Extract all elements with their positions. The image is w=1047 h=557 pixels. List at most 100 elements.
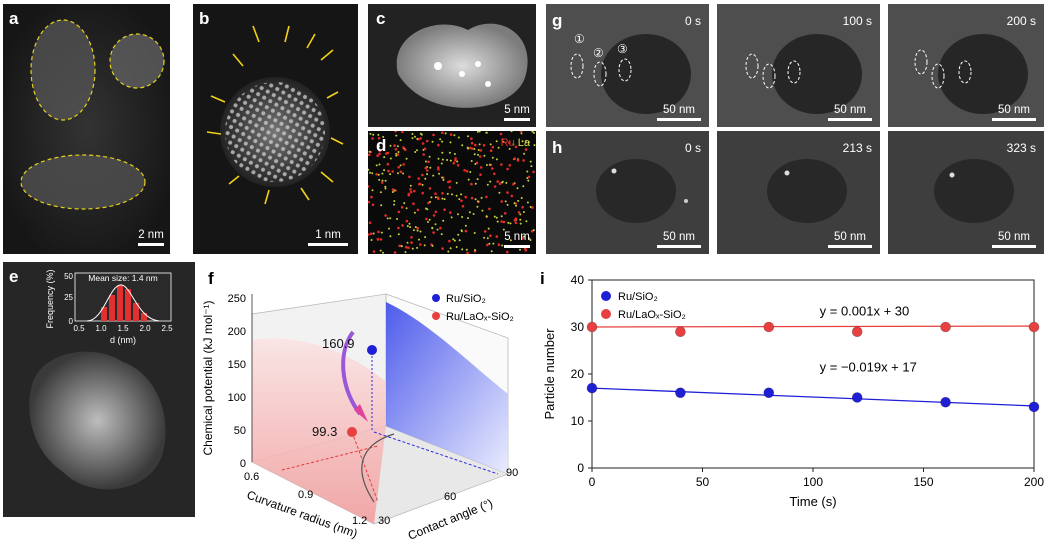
ru-signal-dot: [502, 220, 506, 224]
la-signal-dot: [489, 180, 492, 183]
la-signal-dot: [456, 160, 459, 163]
ru-signal-dot: [404, 245, 408, 249]
la-signal-dot: [449, 247, 452, 250]
ru-signal-dot: [506, 191, 509, 194]
time-label: 0 s: [684, 14, 701, 28]
legend-label: Ru/LaOₓ-SiO₂: [618, 309, 686, 321]
panel-h-frame-3: 323 s 50 nm: [888, 131, 1044, 254]
ru-signal-dot: [482, 144, 486, 147]
ru-signal-dot: [378, 149, 382, 153]
ru-signal-dot: [422, 153, 425, 156]
legend-la: La: [517, 137, 530, 149]
ru-signal-dot: [513, 157, 517, 160]
la-signal-dot: [497, 146, 500, 149]
point-ru-laox: [347, 427, 357, 437]
scale-bar: 5 nm: [504, 230, 530, 248]
panel-e-aggregate: [29, 351, 166, 490]
tick-label: 1.5: [117, 324, 129, 333]
arrow-markers: [206, 25, 344, 205]
ru-signal-dot: [527, 175, 531, 179]
la-signal-dot: [504, 200, 507, 203]
ru-signal-dot: [456, 164, 460, 167]
ru-signal-dot: [508, 164, 512, 167]
scale-label: 5 nm: [504, 230, 530, 243]
la-signal-dot: [402, 172, 405, 175]
la-signal-dot: [424, 236, 427, 239]
la-signal-dot: [368, 168, 370, 171]
ru-signal-dot: [423, 147, 427, 151]
ru-signal-dot: [393, 251, 397, 254]
ru-signal-dot: [434, 192, 437, 195]
la-signal-dot: [442, 219, 445, 222]
la-signal-dot: [486, 237, 489, 240]
la-signal-dot: [440, 233, 443, 236]
la-signal-dot: [389, 173, 392, 176]
la-signal-dot: [424, 177, 427, 180]
la-signal-dot: [389, 144, 392, 147]
la-signal-dot: [399, 139, 402, 142]
panel-c-particle: [396, 23, 528, 108]
elemental-map: [368, 131, 536, 254]
panel-c-image: c 5 nm: [368, 4, 536, 127]
la-signal-dot: [431, 244, 434, 247]
ru-signal-dot: [376, 237, 380, 241]
la-signal-dot: [416, 246, 419, 249]
la-signal-dot: [441, 197, 444, 200]
la-signal-dot: [409, 184, 412, 187]
la-signal-dot: [520, 132, 523, 135]
la-signal-dot: [529, 206, 532, 208]
la-signal-dot: [426, 208, 429, 211]
ru-signal-dot: [409, 188, 412, 191]
la-signal-dot: [533, 131, 535, 134]
la-signal-dot: [383, 156, 386, 159]
legend-ru: Ru: [500, 137, 515, 149]
ru-signal-dot: [393, 144, 396, 147]
ru-signal-dot: [368, 221, 372, 225]
panel-e-image: e Mean size: 1.4 nm 0 25 50 0.5 1.0 1.5 …: [3, 262, 195, 517]
la-signal-dot: [391, 191, 394, 193]
scale-bar: 50 nm: [828, 104, 872, 121]
panel-label: d: [376, 136, 387, 155]
ru-signal-dot: [386, 162, 390, 166]
la-signal-dot: [469, 171, 472, 173]
panel-a-particles: [20, 19, 165, 210]
la-signal-dot: [492, 242, 495, 245]
fit-lines: [591, 325, 1035, 407]
x-tick-label: 50: [696, 475, 710, 489]
ru-signal-dot: [397, 165, 400, 169]
la-signal-dot: [442, 179, 445, 181]
la-signal-dot: [383, 169, 386, 172]
ru-signal-dot: [470, 182, 473, 186]
ru-signal-dot: [493, 185, 497, 188]
chart-legend: Ru/SiO₂ Ru/LaOₓ-SiO₂: [601, 291, 686, 321]
ru-signal-dot: [371, 137, 374, 140]
z-tick: 0: [240, 458, 246, 470]
la-signal-dot: [531, 131, 534, 133]
la-signal-dot: [379, 191, 382, 194]
la-signal-dot: [457, 136, 460, 139]
ru-signal-dot: [378, 152, 381, 156]
la-signal-dot: [457, 233, 460, 236]
la-signal-dot: [526, 170, 529, 173]
la-signal-dot: [423, 244, 426, 247]
la-signal-dot: [473, 153, 476, 156]
la-signal-dot: [501, 181, 504, 184]
la-signal-dot: [450, 216, 453, 219]
la-signal-dot: [507, 221, 510, 224]
la-signal-dot: [473, 232, 476, 234]
la-signal-dot: [443, 198, 446, 201]
ru-signal-dot: [418, 182, 422, 186]
ru-signal-dot: [437, 143, 440, 147]
la-signal-dot: [501, 244, 504, 247]
legend-marker: [601, 291, 611, 301]
panel-h-frame-2: 213 s 50 nm: [717, 131, 880, 254]
la-signal-dot: [515, 204, 517, 207]
la-signal-dot: [453, 239, 456, 242]
data-point: [586, 321, 598, 333]
ru-signal-dot: [401, 131, 404, 134]
chart-ticks: 0 50 100 150 200 0 10 20 30 40: [571, 273, 1045, 489]
histogram-xlabel: d (nm): [110, 335, 136, 345]
la-signal-dot: [520, 197, 523, 199]
panel-label: b: [199, 9, 210, 28]
ru-signal-dot: [432, 133, 435, 137]
